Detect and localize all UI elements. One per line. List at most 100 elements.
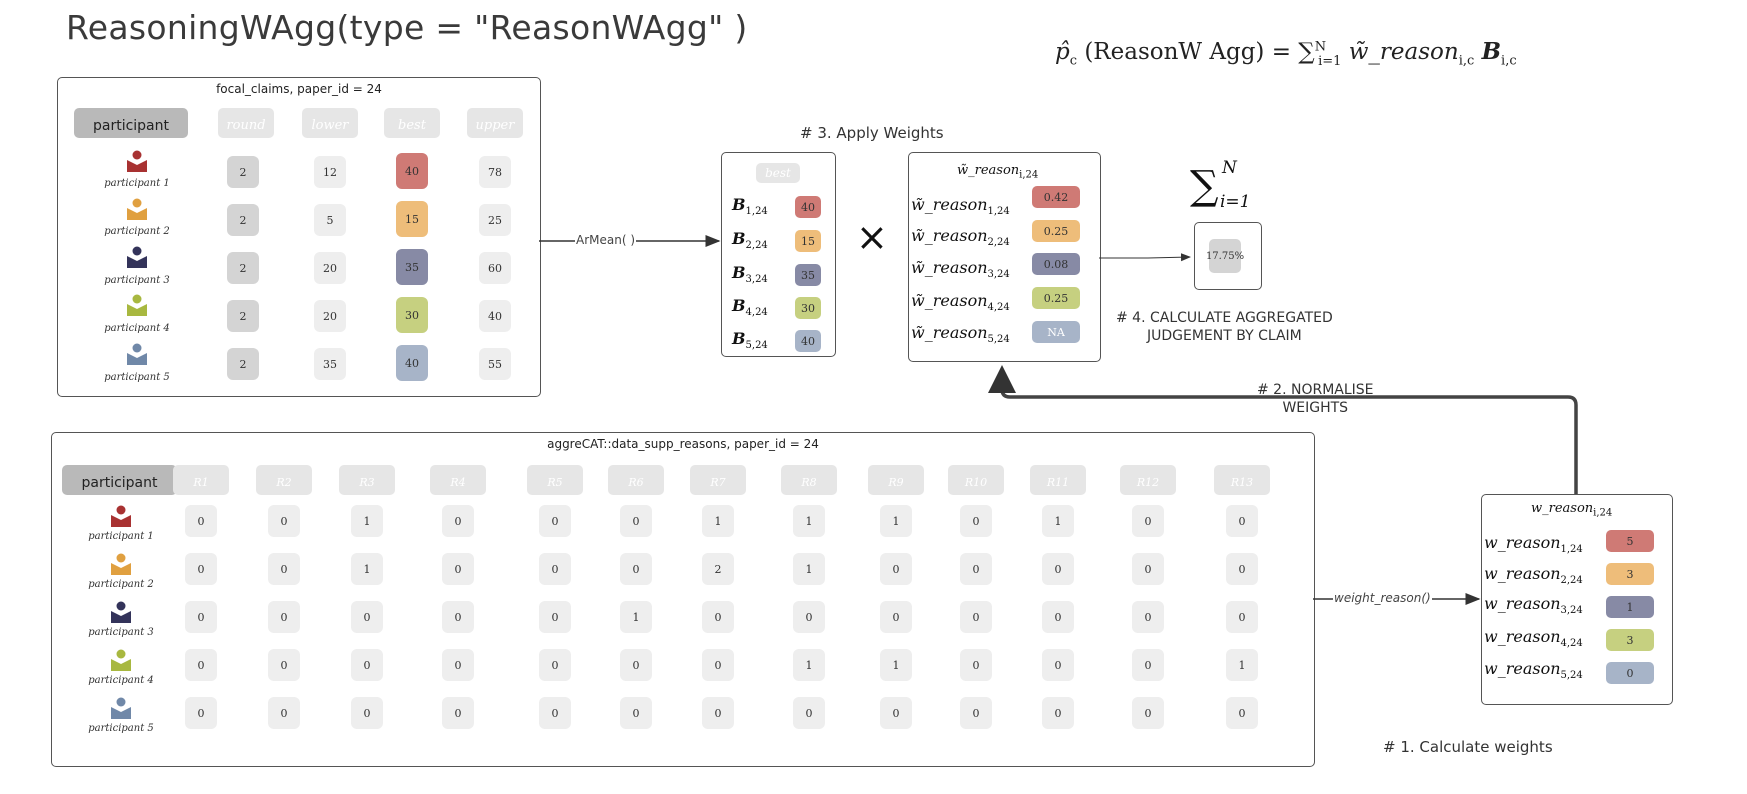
wt-row-label: w̃_reason4,24 [911, 291, 1010, 313]
wr-value-badge: 5 [1606, 530, 1654, 552]
wr-row-sub: 4,24 [1560, 638, 1583, 650]
reason-cell: 0 [268, 601, 300, 633]
formula-sum: ∑ [1298, 39, 1315, 65]
wr-value-badge: 0 [1606, 662, 1654, 684]
reason-cell: 1 [880, 505, 912, 537]
focal-cell-lower: 35 [314, 348, 346, 380]
wr-symbol: w_reason [1484, 564, 1561, 583]
person-icon [127, 198, 147, 220]
reason-cell: 1 [1042, 505, 1074, 537]
step4-line2: JUDGEMENT BY CLAIM [1146, 328, 1302, 344]
wt-row-label: w̃_reason5,24 [911, 323, 1010, 345]
reason-cell: 0 [1132, 601, 1164, 633]
reason-cell: 0 [960, 649, 992, 681]
result-box: 17.75% [1194, 222, 1262, 290]
reason-cell: 1 [351, 553, 383, 585]
formula-term-sub: i,c [1458, 53, 1475, 69]
wr-header-symbol: w_reason [1531, 501, 1594, 516]
reason-cell: 0 [185, 601, 217, 633]
focal-cell-best: 40 [396, 345, 428, 381]
wt-value-badge: 0.25 [1032, 287, 1080, 309]
reason-cell: 0 [539, 553, 571, 585]
focal-cell-round: 2 [227, 204, 259, 236]
reason-header-5: R5 [527, 465, 583, 495]
focal-cell-round: 2 [227, 348, 259, 380]
reason-cell: 0 [880, 697, 912, 729]
step3-note: # 3. Apply Weights [800, 124, 944, 142]
focal-cell-round: 2 [227, 156, 259, 188]
weight-reason-header: w_reasoni,24 [1531, 501, 1612, 519]
reason-cell: 0 [1132, 505, 1164, 537]
reason-cell: 2 [702, 553, 734, 585]
b-row-label: B4,24 [732, 296, 768, 318]
focal-cell-best: 15 [396, 201, 428, 237]
focal-cell-best: 35 [396, 249, 428, 285]
reason-cell: 0 [1132, 649, 1164, 681]
wt-row-label: w̃_reason3,24 [911, 258, 1010, 280]
wr-value-badge: 3 [1606, 629, 1654, 651]
b-row-sub: 4,24 [745, 307, 768, 319]
reason-cell: 1 [620, 601, 652, 633]
reason-cell: 0 [1132, 553, 1164, 585]
wr-row-label: w_reason2,24 [1484, 564, 1583, 586]
reason-cell: 0 [185, 649, 217, 681]
reason-header-4: R4 [430, 465, 486, 495]
person-icon [127, 343, 147, 365]
b-row-label: B5,24 [732, 329, 768, 351]
normalised-weights-panel: w̃_reasoni,24 w̃_reason1,24 0.42 w̃_reas… [908, 152, 1101, 362]
step1-note: # 1. Calculate weights [1383, 738, 1553, 756]
formula-factor: B [1481, 38, 1502, 65]
b-row-sub: 5,24 [745, 340, 768, 352]
reason-cell: 0 [1042, 649, 1074, 681]
reason-cell: 0 [880, 601, 912, 633]
reason-header-12: R12 [1120, 465, 1176, 495]
result-arrow [1099, 253, 1191, 262]
reason-cell: 0 [351, 601, 383, 633]
reason-header-1: R1 [173, 465, 229, 495]
reason-cell: 1 [1226, 649, 1258, 681]
wt-value-badge: 0.25 [1032, 220, 1080, 242]
wr-row-sub: 5,24 [1560, 670, 1583, 682]
wt-row-sub: 1,24 [987, 206, 1010, 218]
focal-cell-best: 40 [396, 153, 428, 189]
wt-row-label: w̃_reason1,24 [911, 195, 1010, 217]
focal-cell-lower: 20 [314, 300, 346, 332]
formula-lhs-arg: (ReasonW Agg) [1084, 39, 1265, 65]
formula-factor-sub: i,c [1501, 53, 1517, 69]
focal-header-participant: participant [74, 108, 188, 138]
weight-reason-panel: w_reasoni,24 w_reason1,24 5 w_reason2,24… [1481, 494, 1673, 705]
reason-cell: 0 [1042, 601, 1074, 633]
wt-symbol: w̃_reason [911, 226, 988, 245]
focal-participant-label: participant 4 [104, 323, 170, 334]
reason-cell: 0 [442, 649, 474, 681]
b-symbol: B [732, 229, 746, 248]
reason-cell: 0 [539, 649, 571, 681]
best-values-panel: best B1,24 40 B2,24 15 B3,24 35 B4,24 30… [721, 152, 836, 357]
wr-value-badge: 3 [1606, 563, 1654, 585]
reason-cell: 1 [793, 553, 825, 585]
wr-value-badge: 1 [1606, 596, 1654, 618]
b-row-sub: 3,24 [745, 274, 768, 286]
wt-row-label: w̃_reason2,24 [911, 226, 1010, 248]
result-sum-to: N [1222, 158, 1237, 178]
weight-reason-label: weight_reason() [1333, 591, 1432, 605]
reason-cell: 0 [1226, 601, 1258, 633]
wt-row-sub: 2,24 [987, 237, 1010, 249]
reason-cell: 0 [702, 697, 734, 729]
wt-symbol: w̃_reason [911, 291, 988, 310]
b-row-sub: 2,24 [745, 240, 768, 252]
reason-cell: 0 [268, 697, 300, 729]
formula-lhs-sub: c [1069, 53, 1078, 69]
reason-cell: 0 [442, 553, 474, 585]
reason-header-6: R6 [608, 465, 664, 495]
reason-cell: 0 [1226, 553, 1258, 585]
reasons-participant-label: participant 4 [88, 675, 154, 686]
reason-cell: 0 [442, 505, 474, 537]
reason-cell: 1 [880, 649, 912, 681]
reason-cell: 0 [1132, 697, 1164, 729]
focal-cell-round: 2 [227, 300, 259, 332]
focal-header-upper: upper [467, 108, 523, 138]
reason-cell: 0 [185, 553, 217, 585]
reason-cell: 0 [960, 697, 992, 729]
